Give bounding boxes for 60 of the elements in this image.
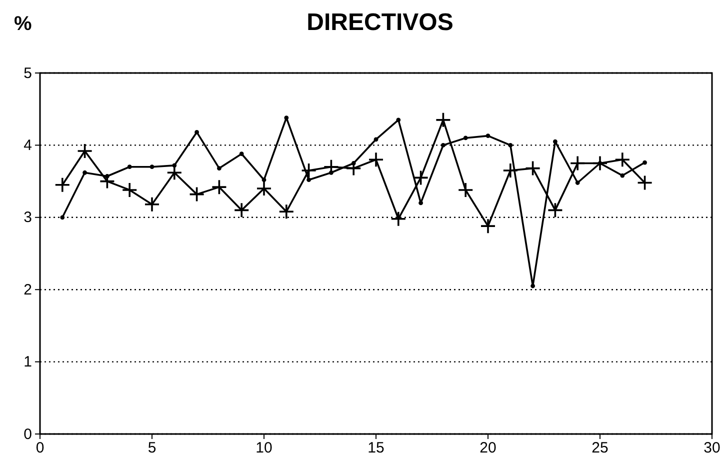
point: [524, 160, 541, 176]
x-tick-label: 5: [148, 440, 156, 457]
point: [122, 182, 138, 198]
point: [463, 136, 468, 140]
point: [127, 164, 132, 170]
point: [234, 202, 250, 218]
chart-title: DIRECTIVOS: [306, 9, 454, 36]
point: [642, 160, 647, 165]
point: [374, 137, 378, 142]
y-axis-title: %: [14, 13, 32, 35]
x-tick-label: 10: [256, 440, 272, 457]
point: [553, 139, 558, 144]
x-tick-label: 30: [704, 440, 720, 457]
point: [418, 200, 423, 206]
x-tick-label: 15: [368, 440, 384, 457]
point: [480, 218, 496, 234]
point: [188, 186, 205, 202]
point: [256, 180, 272, 196]
y-tick-label: 1: [24, 354, 32, 371]
point: [82, 170, 87, 175]
point: [502, 162, 518, 178]
point: [54, 177, 70, 193]
point: [390, 210, 406, 227]
point: [278, 204, 294, 220]
y-tick-label: 0: [24, 426, 32, 443]
y-tick-label: 2: [24, 281, 32, 298]
point: [575, 180, 580, 185]
point: [346, 160, 362, 176]
point: [150, 164, 154, 170]
point: [396, 118, 401, 122]
point: [620, 173, 625, 178]
point: [458, 182, 474, 198]
point: [99, 173, 116, 190]
point: [76, 143, 93, 159]
point: [284, 116, 289, 120]
point: [368, 152, 384, 168]
point: [570, 155, 586, 172]
x-tick-label: 0: [36, 440, 44, 457]
x-tick-label: 25: [592, 440, 608, 457]
point: [441, 143, 446, 148]
point: [547, 202, 564, 218]
point: [211, 179, 228, 195]
x-tick-label: 20: [480, 440, 496, 457]
y-tick-label: 4: [24, 137, 32, 154]
point: [306, 178, 311, 182]
point: [435, 112, 452, 128]
point: [508, 143, 513, 148]
point: [614, 152, 630, 168]
point: [300, 162, 317, 178]
point: [636, 174, 653, 191]
y-tick-label: 5: [24, 64, 32, 82]
y-tick-label: 3: [24, 209, 32, 226]
point: [239, 152, 244, 156]
point: [530, 284, 535, 288]
point: [486, 134, 490, 138]
point: [412, 170, 429, 186]
point: [217, 166, 222, 171]
point: [144, 196, 160, 212]
point: [60, 215, 65, 220]
point: [194, 130, 199, 134]
